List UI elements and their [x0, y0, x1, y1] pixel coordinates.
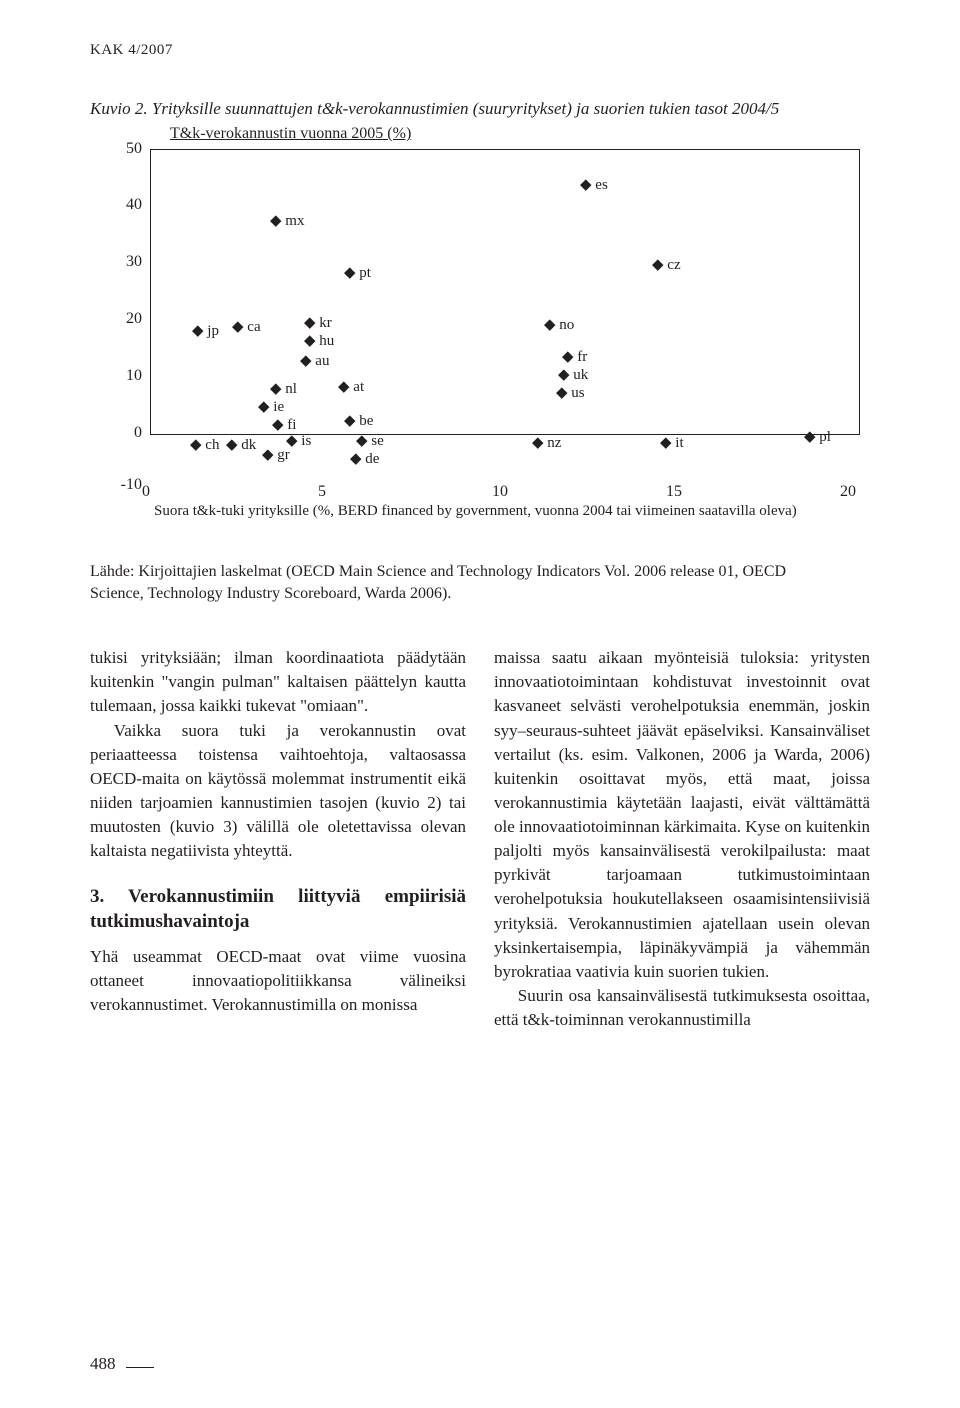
body-paragraph: Suurin osa kansainvälisestä tutkimuksest… — [494, 984, 870, 1032]
x-tick-label: 10 — [492, 483, 508, 501]
body-paragraph: tukisi yrityksiään; ilman koordinaatiota… — [90, 646, 466, 718]
y-tick-label: 40 — [98, 196, 142, 214]
data-point: ◆ it — [660, 433, 684, 452]
page-number: 488 — [90, 1354, 116, 1374]
data-point: ◆ uk — [558, 365, 588, 384]
body-paragraph: maissa saatu aikaan myönteisiä tuloksia:… — [494, 646, 870, 984]
chart-plot-area — [150, 149, 860, 435]
data-point: ◆ nl — [270, 379, 297, 398]
data-point: ◆ jp — [192, 321, 219, 340]
data-point: ◆ se — [356, 431, 384, 450]
scatter-chart: T&k-verokannustin vuonna 2005 (%) 504030… — [90, 125, 864, 555]
data-point: ◆ mx — [270, 211, 304, 230]
data-point: ◆ no — [544, 315, 574, 334]
page-number-rule — [126, 1367, 154, 1368]
figure-caption-text: Yrityksille suunnattujen t&k-verokannust… — [148, 99, 780, 118]
figure-caption-prefix: Kuvio 2. — [90, 99, 148, 118]
data-point: ◆ is — [286, 431, 311, 450]
x-tick-label: 15 — [666, 483, 682, 501]
x-tick-label: 5 — [318, 483, 326, 501]
data-point: ◆ at — [338, 377, 364, 396]
y-tick-label: 50 — [98, 140, 142, 158]
chart-y-title: T&k-verokannustin vuonna 2005 (%) — [170, 125, 411, 143]
x-tick-label: 0 — [142, 483, 150, 501]
source-line-2: Science, Technology Industry Scoreboard,… — [90, 585, 451, 602]
data-point: ◆ gr — [262, 445, 290, 464]
running-head: KAK 4/2007 — [90, 42, 870, 59]
y-tick-label: 0 — [98, 424, 142, 442]
figure-caption: Kuvio 2. Yrityksille suunnattujen t&k-ve… — [90, 99, 870, 119]
data-point: ◆ cz — [652, 255, 681, 274]
data-point: ◆ dk — [226, 435, 256, 454]
section-heading: 3. Verokannustimiin liittyviä empiirisiä… — [90, 885, 466, 934]
data-point: ◆ kr — [304, 313, 332, 332]
data-point: ◆ es — [580, 175, 608, 194]
data-point: ◆ ca — [232, 317, 261, 336]
data-point: ◆ au — [300, 351, 329, 370]
source-line-1: Lähde: Kirjoittajien laskelmat (OECD Mai… — [90, 563, 786, 580]
x-tick-label: 20 — [840, 483, 856, 501]
data-point: ◆ nz — [532, 433, 561, 452]
data-point: ◆ hu — [304, 331, 334, 350]
chart-x-caption: Suora t&k-tuki yrityksille (%, BERD fina… — [154, 503, 797, 520]
data-point: ◆ be — [344, 411, 373, 430]
data-point: ◆ pl — [804, 427, 831, 446]
body-paragraph: Yhä useammat OECD-maat ovat viime vuosin… — [90, 945, 466, 1017]
y-tick-label: -10 — [98, 476, 142, 494]
body-columns: tukisi yrityksiään; ilman koordinaatiota… — [90, 646, 870, 1032]
data-point: ◆ us — [556, 383, 585, 402]
y-tick-label: 20 — [98, 310, 142, 328]
figure-source: Lähde: Kirjoittajien laskelmat (OECD Mai… — [90, 561, 870, 604]
body-paragraph: Vaikka suora tuki ja verokannustin ovat … — [90, 719, 466, 864]
data-point: ◆ pt — [344, 263, 371, 282]
data-point: ◆ de — [350, 449, 379, 468]
y-tick-label: 10 — [98, 367, 142, 385]
data-point: ◆ fr — [562, 347, 587, 366]
y-tick-label: 30 — [98, 253, 142, 271]
data-point: ◆ ch — [190, 435, 219, 454]
data-point: ◆ ie — [258, 397, 284, 416]
